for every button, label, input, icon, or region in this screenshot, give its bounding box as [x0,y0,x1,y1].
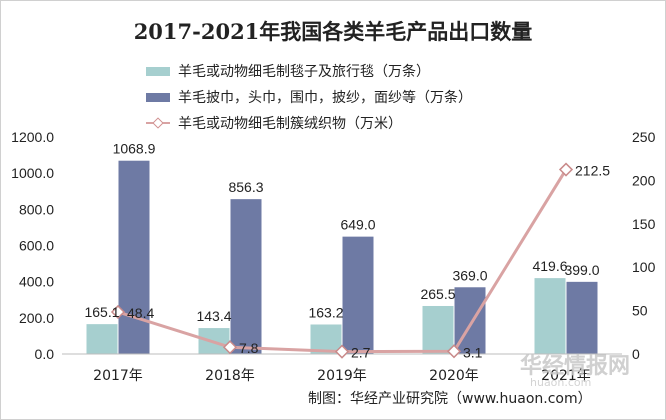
bar-label-s1-2: 649.0 [340,217,375,233]
bar-label-s1-0: 1068.9 [113,141,156,157]
y-left-tick-label-5: 1000.0 [11,165,54,181]
line-point-0 [110,304,126,320]
y-left-tick-label-1: 200.0 [19,310,54,326]
bar-s1-0 [118,160,150,354]
y-left-tick-label-6: 1200.0 [11,129,54,145]
watermark-url: huaon.com [530,376,592,389]
bar-s0-2 [310,324,342,354]
line-point-3 [446,344,462,359]
legend-label-tufted: 羊毛或动物细毛制簇绒织物（万米） [178,116,402,132]
line-point-2 [334,344,350,359]
bar-label-s0-3: 265.5 [420,286,455,302]
line-point-4 [558,162,574,177]
bar-label-s1-3: 369.0 [452,267,487,283]
x-tick-label-0: 2017年 [93,368,143,384]
y-left-tick-label-3: 600.0 [19,238,54,254]
x-tick-label-1: 2018年 [205,368,255,384]
chart-legend: 羊毛或动物细毛制毯子及旅行毯（万条） 羊毛披巾，头巾，围巾，披纱，面纱等（万条）… [146,58,472,136]
legend-swatch-shawls [146,92,170,102]
line-label-3: 3.1 [463,344,483,360]
bar-label-s1-1: 856.3 [228,179,263,195]
line-label-0: 48.4 [127,305,154,321]
bar-s1-2 [342,236,374,354]
bar-label-s0-1: 143.4 [196,308,231,324]
y-left-tick-label-2: 400.0 [19,274,54,290]
y-right-tick-label-0: 0 [632,346,640,362]
legend-line-marker-tufted [146,117,170,129]
bar-label-s0-0: 165.1 [84,304,119,320]
y-left-tick-label-4: 800.0 [19,201,54,217]
line-label-2: 2.7 [351,345,371,361]
legend-item-blankets: 羊毛或动物细毛制毯子及旅行毯（万条） [146,58,472,84]
chart-title: 2017-2021年我国各类羊毛产品出口数量 [133,19,533,44]
x-tick-label-4: 2021年 [541,368,591,384]
y-left-tick-label-0: 0.0 [35,346,55,362]
line-label-1: 7.8 [239,340,259,356]
bar-s0-4 [534,278,566,354]
bar-label-s1-4: 399.0 [564,262,599,278]
y-right-tick-label-2: 100 [632,259,656,275]
legend-item-shawls: 羊毛披巾，头巾，围巾，披纱，面纱等（万条） [146,84,472,110]
y-right-tick-label-3: 150 [632,216,656,232]
legend-swatch-blankets [146,66,170,76]
bar-s0-0 [86,324,118,354]
y-right-tick-label-5: 250 [632,129,656,145]
y-right-tick-label-1: 50 [632,303,648,319]
line-point-1 [222,340,238,355]
source-note: 制图：华经产业研究院（www.huaon.com） [308,391,592,407]
x-tick-label-3: 2020年 [429,368,479,384]
bar-s1-1 [230,199,262,354]
legend-label-blankets: 羊毛或动物细毛制毯子及旅行毯（万条） [178,64,430,80]
legend-item-tufted: 羊毛或动物细毛制簇绒织物（万米） [146,110,472,136]
bar-s1-4 [566,281,598,354]
bar-label-s0-4: 419.6 [532,258,567,274]
watermark-brand: 华经情报网 [520,354,631,379]
y-right-tick-label-4: 200 [632,172,656,188]
line-series-tufted [117,168,568,354]
bar-s0-3 [422,305,454,354]
x-tick-label-2: 2019年 [317,368,367,384]
bar-label-s0-2: 163.2 [308,304,343,320]
line-label-4: 212.5 [575,163,610,179]
legend-label-shawls: 羊毛披巾，头巾，围巾，披纱，面纱等（万条） [178,90,472,106]
